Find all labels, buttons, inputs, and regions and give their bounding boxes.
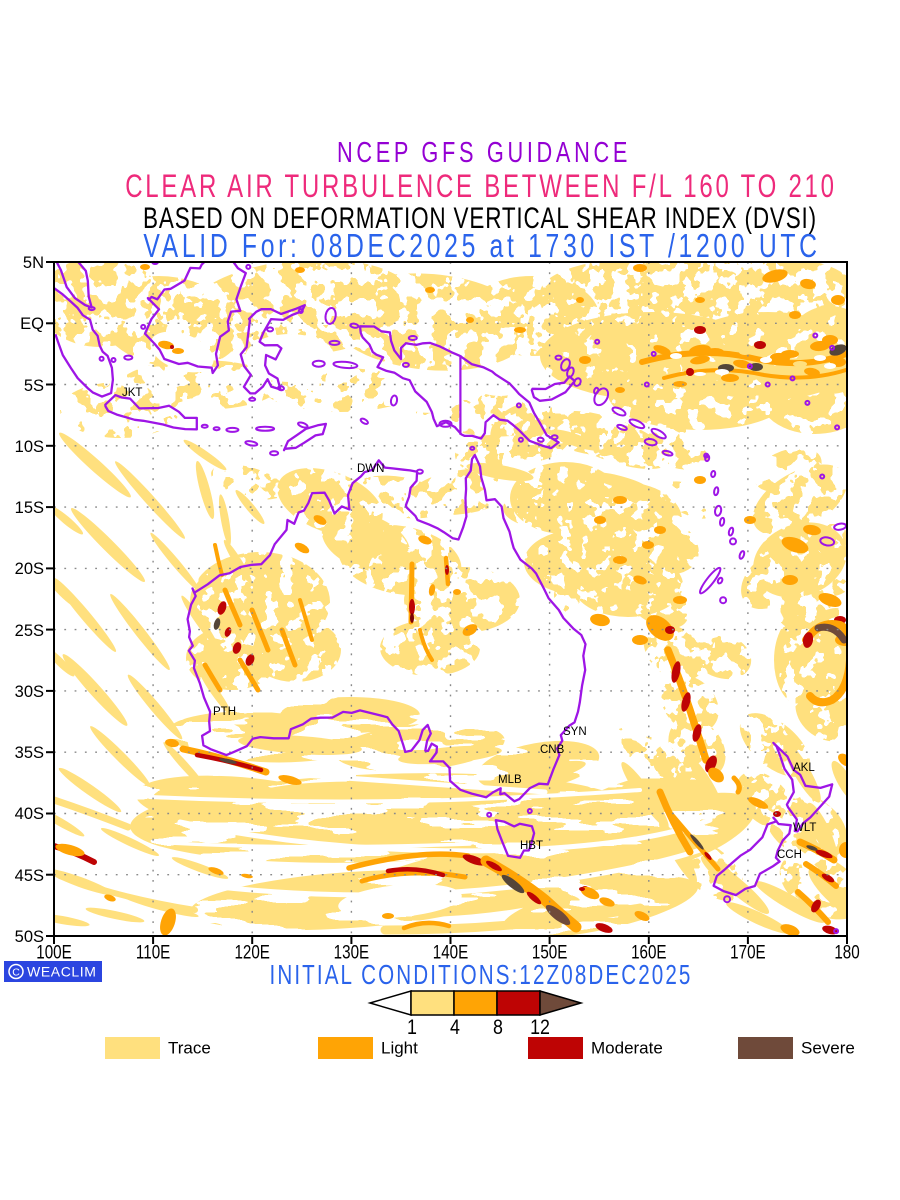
- svg-text:C: C: [12, 967, 20, 979]
- svg-text:150E: 150E: [532, 941, 567, 963]
- svg-text:HBT: HBT: [520, 840, 543, 852]
- svg-text:CNB: CNB: [540, 744, 565, 756]
- svg-text:NCEP GFS GUIDANCE: NCEP GFS GUIDANCE: [337, 137, 631, 169]
- svg-text:50S: 50S: [15, 928, 44, 946]
- svg-text:Moderate: Moderate: [591, 1039, 663, 1058]
- svg-text:SYN: SYN: [563, 726, 587, 738]
- svg-text:AKL: AKL: [793, 762, 815, 774]
- svg-text:Light: Light: [381, 1039, 418, 1058]
- svg-text:140E: 140E: [433, 941, 468, 963]
- svg-text:10S: 10S: [15, 438, 44, 456]
- svg-text:170E: 170E: [730, 941, 765, 963]
- svg-text:CLEAR AIR TURBULENCE BETWEEN F: CLEAR AIR TURBULENCE BETWEEN F/L 160 TO …: [125, 168, 837, 204]
- svg-text:BASED ON DEFORMATION VERTICAL: BASED ON DEFORMATION VERTICAL SHEAR INDE…: [143, 201, 817, 235]
- svg-text:160E: 160E: [631, 941, 666, 963]
- svg-text:120E: 120E: [234, 941, 269, 963]
- svg-text:5N: 5N: [23, 254, 44, 272]
- svg-text:15S: 15S: [15, 499, 44, 517]
- svg-text:JKT: JKT: [122, 387, 142, 399]
- svg-text:4: 4: [450, 1016, 460, 1040]
- svg-text:5S: 5S: [24, 377, 44, 395]
- svg-text:130E: 130E: [334, 941, 369, 963]
- svg-text:25S: 25S: [15, 622, 44, 640]
- svg-text:12: 12: [530, 1016, 550, 1040]
- svg-text:WLT: WLT: [793, 822, 816, 834]
- svg-text:VALID For: 08DEC2025 at 1730 I: VALID For: 08DEC2025 at 1730 IST /1200 U…: [143, 229, 820, 265]
- svg-text:30S: 30S: [15, 683, 44, 701]
- svg-text:CCH: CCH: [777, 849, 802, 861]
- svg-text:Trace: Trace: [168, 1039, 211, 1058]
- svg-text:1: 1: [407, 1016, 417, 1040]
- svg-text:45S: 45S: [15, 867, 44, 885]
- svg-text:DWN: DWN: [357, 463, 384, 475]
- svg-text:100E: 100E: [36, 941, 71, 963]
- svg-text:35S: 35S: [15, 744, 44, 762]
- svg-text:180: 180: [834, 941, 859, 963]
- svg-text:PTH: PTH: [213, 706, 236, 718]
- svg-text:8: 8: [493, 1016, 503, 1040]
- svg-text:40S: 40S: [15, 805, 44, 823]
- svg-text:MLB: MLB: [498, 774, 522, 786]
- svg-text:WEACLIM: WEACLIM: [27, 964, 97, 980]
- svg-text:INITIAL CONDITIONS:12Z08DEC202: INITIAL CONDITIONS:12Z08DEC2025: [270, 960, 693, 991]
- svg-text:20S: 20S: [15, 560, 44, 578]
- svg-text:EQ: EQ: [20, 315, 44, 333]
- svg-text:Severe: Severe: [801, 1039, 855, 1058]
- svg-text:110E: 110E: [136, 941, 170, 963]
